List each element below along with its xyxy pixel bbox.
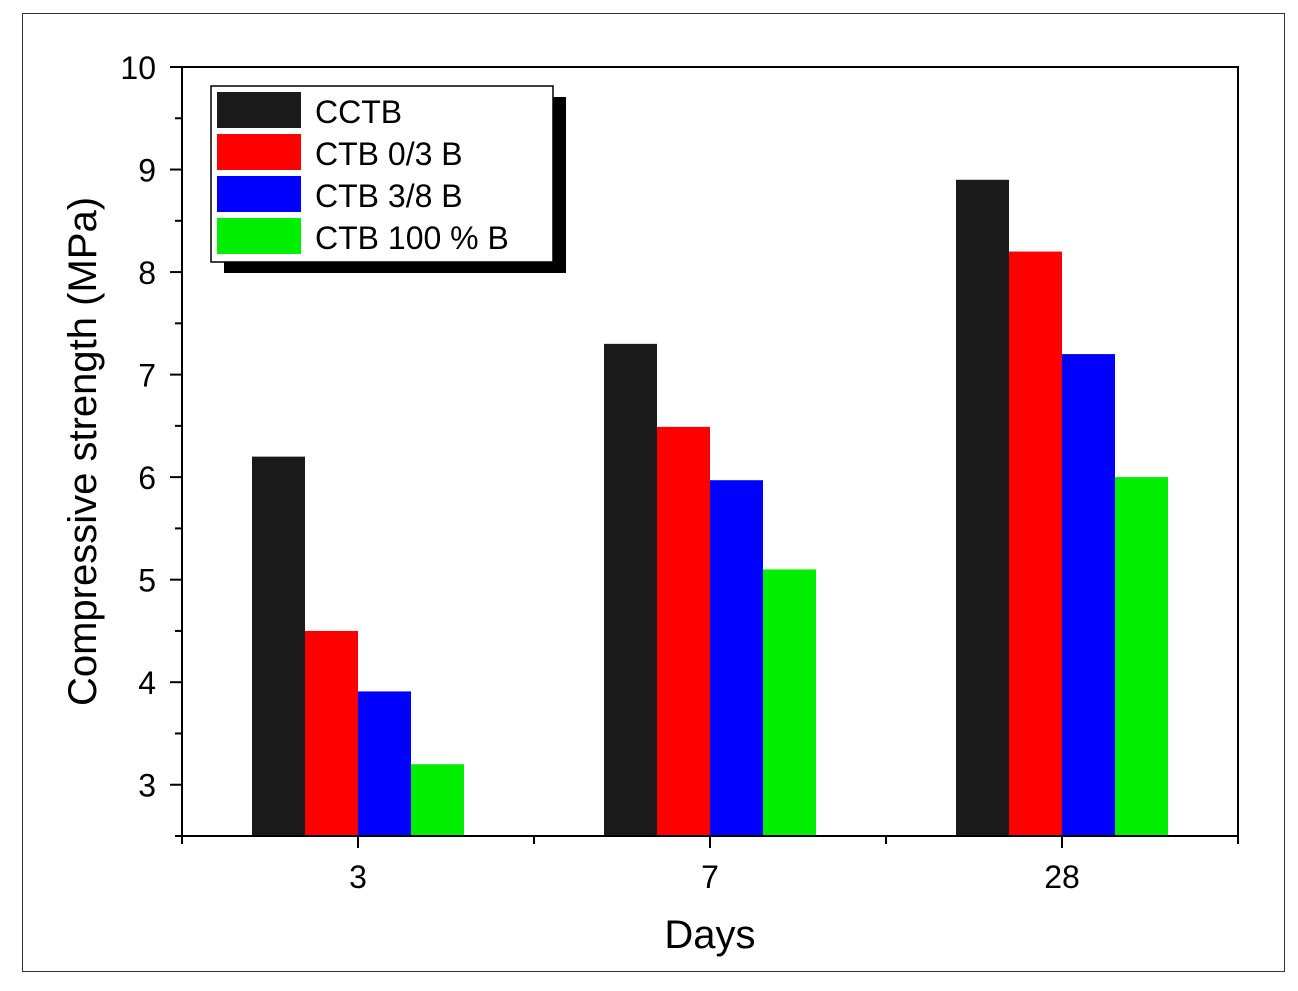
x-axis: 3 7 28	[181, 836, 1239, 895]
legend-label: CTB 3/8 B	[315, 178, 463, 214]
bar	[710, 480, 763, 836]
x-tick-label: 7	[701, 859, 719, 895]
bar	[252, 456, 305, 836]
y-tick-label: 5	[138, 563, 156, 599]
legend: CCTB CTB 0/3 B CTB 3/8 B CTB 100 % B	[210, 85, 566, 273]
y-axis-label: Compressive strength (MPa)	[61, 197, 105, 706]
x-axis-label: Days	[664, 913, 755, 957]
bar	[604, 343, 657, 836]
legend-label: CCTB	[315, 94, 402, 130]
bar	[763, 569, 816, 836]
y-tick-label: 8	[138, 255, 156, 291]
x-tick-label: 28	[1044, 859, 1080, 895]
bar	[305, 630, 358, 836]
legend-label: CTB 0/3 B	[315, 136, 463, 172]
y-tick-label: 3	[138, 768, 156, 804]
bar	[657, 426, 710, 836]
bar	[1115, 477, 1168, 836]
legend-label: CTB 100 % B	[315, 220, 509, 256]
legend-swatch	[217, 92, 301, 128]
bar	[956, 179, 1009, 836]
y-tick-label: 7	[138, 358, 156, 394]
bar	[358, 691, 411, 836]
y-tick-label: 9	[138, 153, 156, 189]
bar	[411, 764, 464, 836]
legend-swatch	[217, 176, 301, 212]
y-tick-label: 6	[138, 460, 156, 496]
legend-swatch	[217, 134, 301, 170]
bars-layer	[252, 179, 1168, 836]
bar	[1009, 251, 1062, 836]
y-axis: 3 4 5 6 7 8 9 10	[120, 50, 182, 837]
bar	[1062, 354, 1115, 836]
legend-swatch	[217, 218, 301, 254]
y-tick-label: 4	[138, 665, 156, 701]
y-tick-label: 10	[120, 50, 156, 86]
figure-frame	[22, 13, 1285, 972]
x-tick-label: 3	[349, 859, 367, 895]
